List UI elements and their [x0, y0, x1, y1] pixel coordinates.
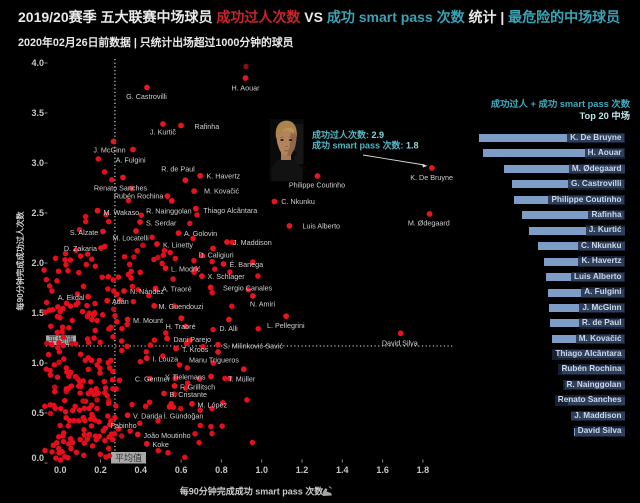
svg-text:3.0: 3.0 [31, 158, 44, 168]
svg-text:K. De Bruyne: K. De Bruyne [410, 173, 453, 182]
svg-text:A. Golovin: A. Golovin [184, 229, 217, 238]
svg-text:Philippe Coutinho: Philippe Coutinho [289, 181, 345, 190]
svg-text:João Moutinho: João Moutinho [144, 431, 191, 440]
svg-text:0.6: 0.6 [175, 465, 188, 475]
svg-text:2.5: 2.5 [31, 208, 44, 218]
svg-text:成功 smart pass 次数: 1.8: 成功 smart pass 次数: 1.8 [312, 140, 419, 151]
svg-text:M. Mount: M. Mount [133, 316, 163, 325]
svg-text:A. Traoré: A. Traoré [162, 284, 192, 293]
svg-text:Dani Parejo: Dani Parejo [174, 335, 212, 344]
svg-text:1.0: 1.0 [255, 465, 268, 475]
svg-text:0.0: 0.0 [54, 465, 67, 475]
svg-text:0.5: 0.5 [31, 408, 44, 418]
svg-text:J. McGinn: J. McGinn [93, 146, 125, 155]
svg-text:Rafinha: Rafinha [195, 122, 220, 131]
svg-text:M. Kovačić: M. Kovačić [204, 186, 240, 195]
svg-text:M. Ødegaard: M. Ødegaard [408, 218, 450, 227]
svg-text:0.2: 0.2 [94, 465, 107, 475]
svg-text:Manu Trigueros: Manu Trigueros [189, 356, 239, 365]
svg-text:T. Müller: T. Müller [228, 375, 256, 384]
svg-text:Renato Sanches: Renato Sanches [94, 183, 148, 192]
svg-text:0.8: 0.8 [215, 465, 228, 475]
svg-text:D. Caligiuri: D. Caligiuri [198, 250, 234, 259]
svg-text:1.5: 1.5 [31, 308, 44, 318]
svg-text:D. Zakaria: D. Zakaria [64, 244, 97, 253]
svg-text:M. Wakaso: M. Wakaso [104, 208, 140, 217]
svg-text:平均值: 平均值 [115, 452, 142, 463]
svg-text:N. Nández: N. Nández [130, 287, 164, 296]
svg-text:H. Aouar: H. Aouar [232, 84, 261, 93]
svg-text:T. Kroos: T. Kroos [182, 345, 209, 354]
svg-text:G. Castrovilli: G. Castrovilli [126, 92, 167, 101]
svg-text:M. Guendouzi: M. Guendouzi [159, 302, 204, 311]
svg-text:S. Milinković-Savić: S. Milinković-Savić [223, 341, 283, 350]
svg-text:David Silva: David Silva [382, 339, 418, 348]
svg-text:M. Locatelli: M. Locatelli [112, 234, 149, 243]
svg-text:I. Louza: I. Louza [153, 355, 179, 364]
svg-text:Luis Alberto: Luis Alberto [303, 222, 341, 231]
svg-text:3.5: 3.5 [31, 108, 44, 118]
svg-text:Koke: Koke [153, 440, 169, 449]
svg-text:B. Cristante: B. Cristante [170, 390, 208, 399]
svg-text:Rubén Rochina: Rubén Rochina [114, 192, 164, 201]
svg-text:X. Schlager: X. Schlager [208, 272, 246, 281]
svg-text:J. Kurtič: J. Kurtič [150, 127, 176, 136]
svg-text:R. Nainggolan: R. Nainggolan [146, 206, 192, 215]
svg-text:N. Amiri: N. Amiri [250, 300, 276, 309]
svg-text:J. Maddison: J. Maddison [233, 238, 272, 247]
svg-text:2.0: 2.0 [31, 258, 44, 268]
svg-text:1.4: 1.4 [336, 465, 349, 475]
svg-text:1.8: 1.8 [417, 465, 430, 475]
svg-text:0.0: 0.0 [31, 453, 44, 463]
svg-text:Adán: Adán [112, 297, 129, 306]
svg-text:0.4: 0.4 [135, 465, 148, 475]
svg-text:Sergio Canales: Sergio Canales [223, 283, 273, 292]
svg-text:1.2: 1.2 [296, 465, 309, 475]
svg-text:A. Ekdal: A. Ekdal [58, 293, 85, 302]
svg-text:S. Serdar: S. Serdar [146, 219, 177, 228]
svg-text:C. Nkunku: C. Nkunku [281, 197, 315, 206]
svg-text:成功过人次数: 2.9: 成功过人次数: 2.9 [312, 129, 384, 140]
svg-text:S. Alzate: S. Alzate [70, 228, 98, 237]
svg-text:4.0: 4.0 [31, 58, 44, 68]
svg-text:每90分钟完成成功过人次数: 每90分钟完成成功过人次数 [15, 211, 25, 311]
svg-text:K. Linetty: K. Linetty [163, 241, 193, 250]
svg-text:Y. Tielemans: Y. Tielemans [165, 373, 206, 382]
svg-text:Fabinho: Fabinho [111, 421, 137, 430]
svg-text:Thiago Alcântara: Thiago Alcântara [203, 206, 257, 215]
svg-text:F. Grillitsch: F. Grillitsch [180, 382, 215, 391]
svg-text:C. Gentner: C. Gentner [135, 375, 171, 384]
svg-text:每90分钟完成成功 smart pass 次数: 每90分钟完成成功 smart pass 次数 [180, 486, 325, 497]
svg-text:V. Darida: V. Darida [133, 412, 162, 421]
svg-text:M. López: M. López [198, 400, 228, 409]
svg-text:L. Modrić: L. Modrić [171, 265, 201, 274]
svg-text:平均值: 平均值 [48, 335, 74, 345]
svg-text:L. Pellegrini: L. Pellegrini [267, 321, 305, 330]
svg-text:1.6: 1.6 [376, 465, 389, 475]
svg-text:K. Havertz: K. Havertz [207, 171, 241, 180]
svg-text:İ. Gündoğan: İ. Gündoğan [164, 412, 204, 421]
svg-text:1.0: 1.0 [31, 358, 44, 368]
svg-text:H. Traoré: H. Traoré [166, 322, 196, 331]
svg-text:R. de Paul: R. de Paul [161, 164, 195, 173]
svg-text:É. Banega: É. Banega [230, 260, 264, 269]
svg-text:D. Alli: D. Alli [219, 324, 238, 333]
svg-text:A. Fulgini: A. Fulgini [116, 156, 146, 165]
